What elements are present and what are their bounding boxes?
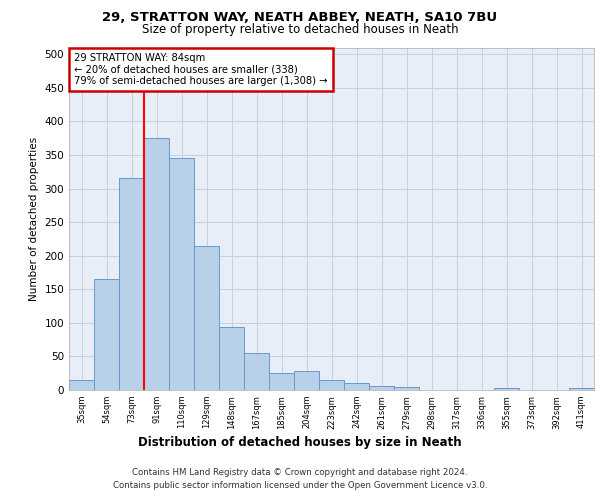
- Bar: [69, 380, 94, 390]
- Text: 29 STRATTON WAY: 84sqm
← 20% of detached houses are smaller (338)
79% of semi-de: 29 STRATTON WAY: 84sqm ← 20% of detached…: [74, 52, 328, 86]
- Bar: [169, 158, 194, 390]
- Bar: [219, 327, 244, 390]
- Bar: [119, 178, 144, 390]
- Bar: [94, 279, 119, 390]
- Bar: [294, 370, 319, 390]
- Bar: [319, 380, 344, 390]
- Bar: [569, 388, 594, 390]
- Bar: [244, 353, 269, 390]
- Bar: [269, 373, 294, 390]
- Bar: [494, 388, 519, 390]
- Y-axis label: Number of detached properties: Number of detached properties: [29, 136, 39, 301]
- Bar: [194, 246, 219, 390]
- Bar: [344, 384, 369, 390]
- Text: Distribution of detached houses by size in Neath: Distribution of detached houses by size …: [138, 436, 462, 449]
- Bar: [144, 138, 169, 390]
- Text: Contains public sector information licensed under the Open Government Licence v3: Contains public sector information licen…: [113, 482, 487, 490]
- Text: Contains HM Land Registry data © Crown copyright and database right 2024.: Contains HM Land Registry data © Crown c…: [132, 468, 468, 477]
- Text: Size of property relative to detached houses in Neath: Size of property relative to detached ho…: [142, 22, 458, 36]
- Bar: [394, 386, 419, 390]
- Text: 29, STRATTON WAY, NEATH ABBEY, NEATH, SA10 7BU: 29, STRATTON WAY, NEATH ABBEY, NEATH, SA…: [103, 11, 497, 24]
- Bar: [369, 386, 394, 390]
